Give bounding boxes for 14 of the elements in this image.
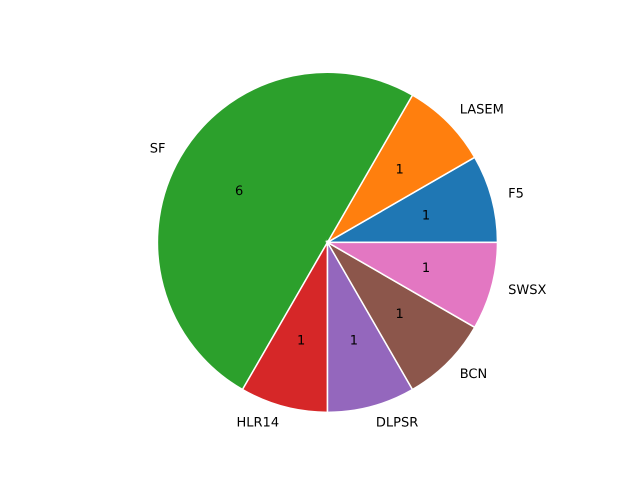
slice-label: DLPSR — [376, 415, 418, 430]
data-label: 1 — [395, 306, 404, 322]
slice-label: SWSX — [508, 283, 546, 298]
data-label: 6 — [235, 184, 244, 199]
slice-label: LASEM — [460, 102, 504, 118]
data-label: 1 — [395, 162, 404, 178]
slice-label: BCN — [460, 367, 488, 382]
slice-label: HLR14 — [236, 415, 280, 430]
data-label: 1 — [422, 261, 430, 276]
slice-label: SF — [150, 141, 166, 156]
data-label: 1 — [422, 208, 430, 224]
slice-label: F5 — [508, 186, 524, 202]
data-label: 1 — [296, 333, 306, 348]
data-label: 1 — [350, 333, 358, 348]
